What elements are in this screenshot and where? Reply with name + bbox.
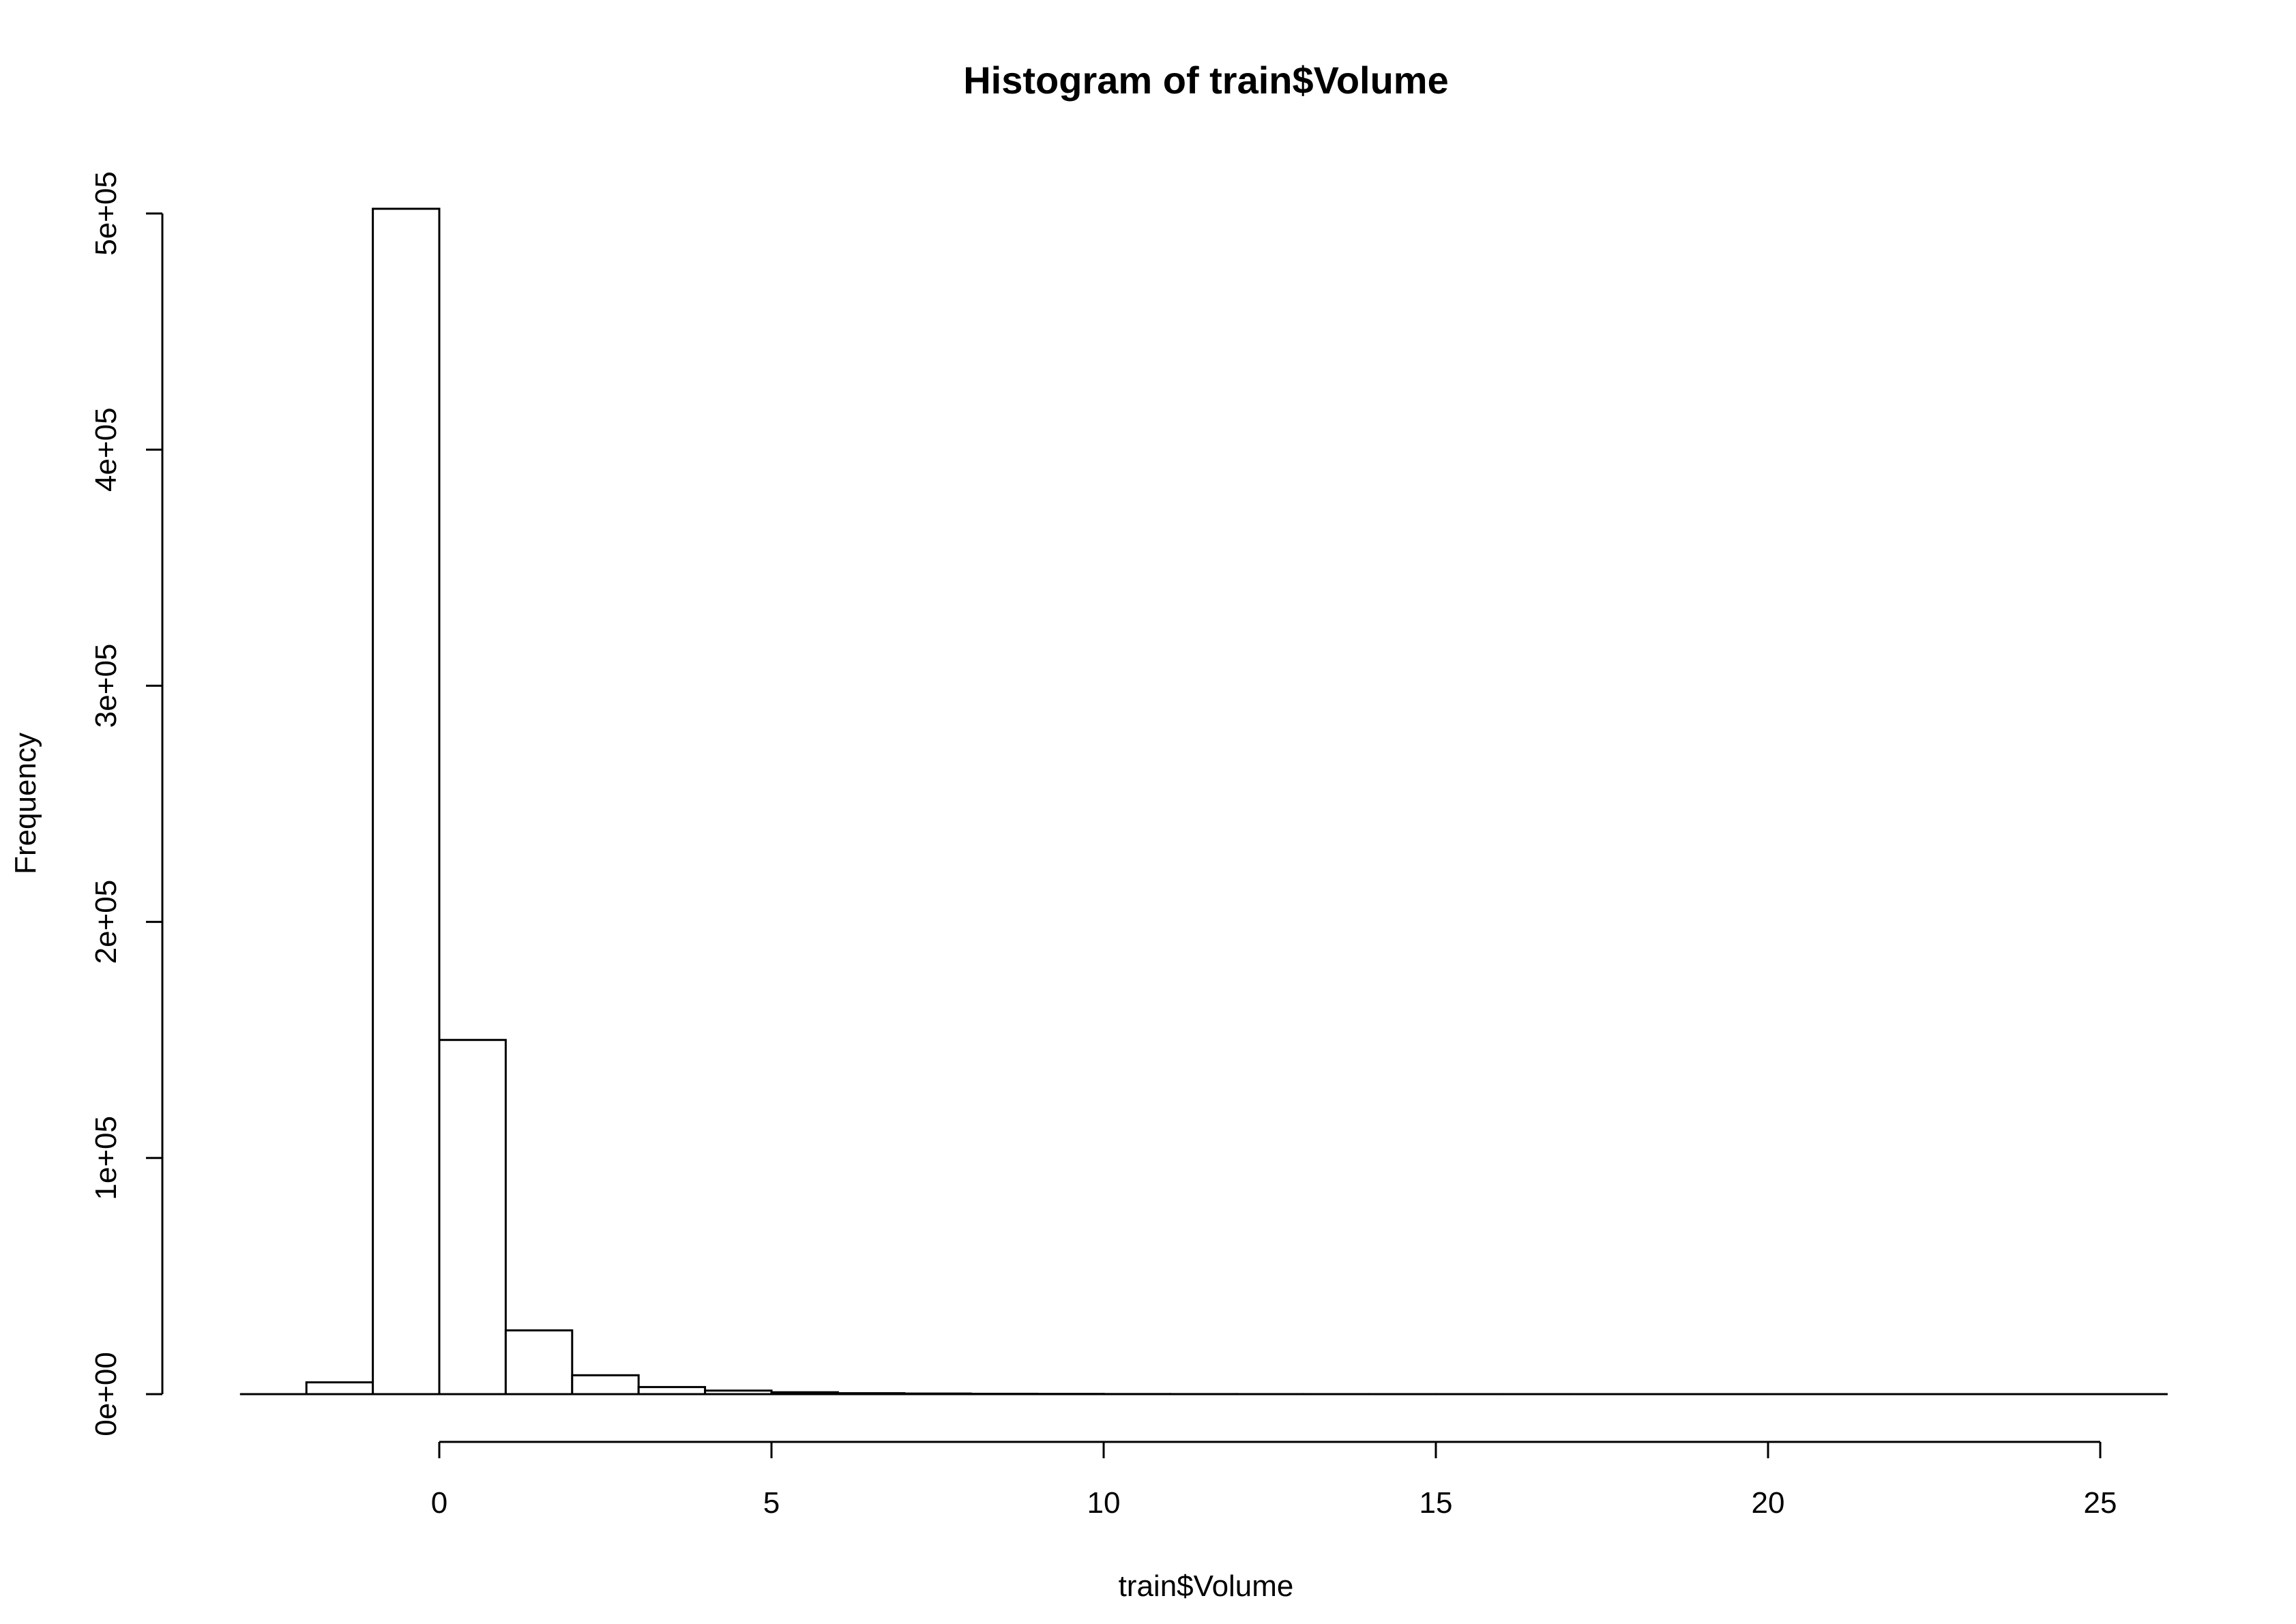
histogram-bar — [372, 207, 441, 1396]
histogram-bar — [637, 1386, 707, 1396]
y-tick-label: 0e+00 — [89, 1352, 123, 1436]
y-axis-label: Frequency — [9, 733, 42, 874]
x-tick-label: 5 — [763, 1486, 780, 1520]
histogram-bars — [305, 207, 2168, 1396]
x-tick-label: 0 — [431, 1486, 447, 1520]
histogram-bar — [504, 1329, 574, 1396]
x-axis-label: train$Volume — [1119, 1569, 1294, 1603]
x-tick-label: 25 — [2084, 1486, 2117, 1520]
y-tick-label: 3e+05 — [89, 644, 123, 728]
y-tick-label: 5e+05 — [89, 171, 123, 256]
histogram-bar — [571, 1374, 640, 1396]
y-tick-label: 4e+05 — [89, 407, 123, 492]
x-axis: 0 5 10 15 20 25 — [431, 1441, 2117, 1520]
y-tick-label: 1e+05 — [89, 1116, 123, 1200]
histogram-bar — [305, 1381, 374, 1396]
x-tick-label: 10 — [1087, 1486, 1121, 1520]
y-axis: 0e+00 1e+05 2e+05 3e+05 4e+05 5e+05 — [89, 171, 164, 1436]
histogram-bar — [438, 1039, 507, 1396]
y-tick-label: 2e+05 — [89, 880, 123, 964]
x-tick-label: 15 — [1419, 1486, 1453, 1520]
x-tick-label: 20 — [1752, 1486, 1785, 1520]
chart-title: Histogram of train$Volume — [963, 59, 1449, 102]
